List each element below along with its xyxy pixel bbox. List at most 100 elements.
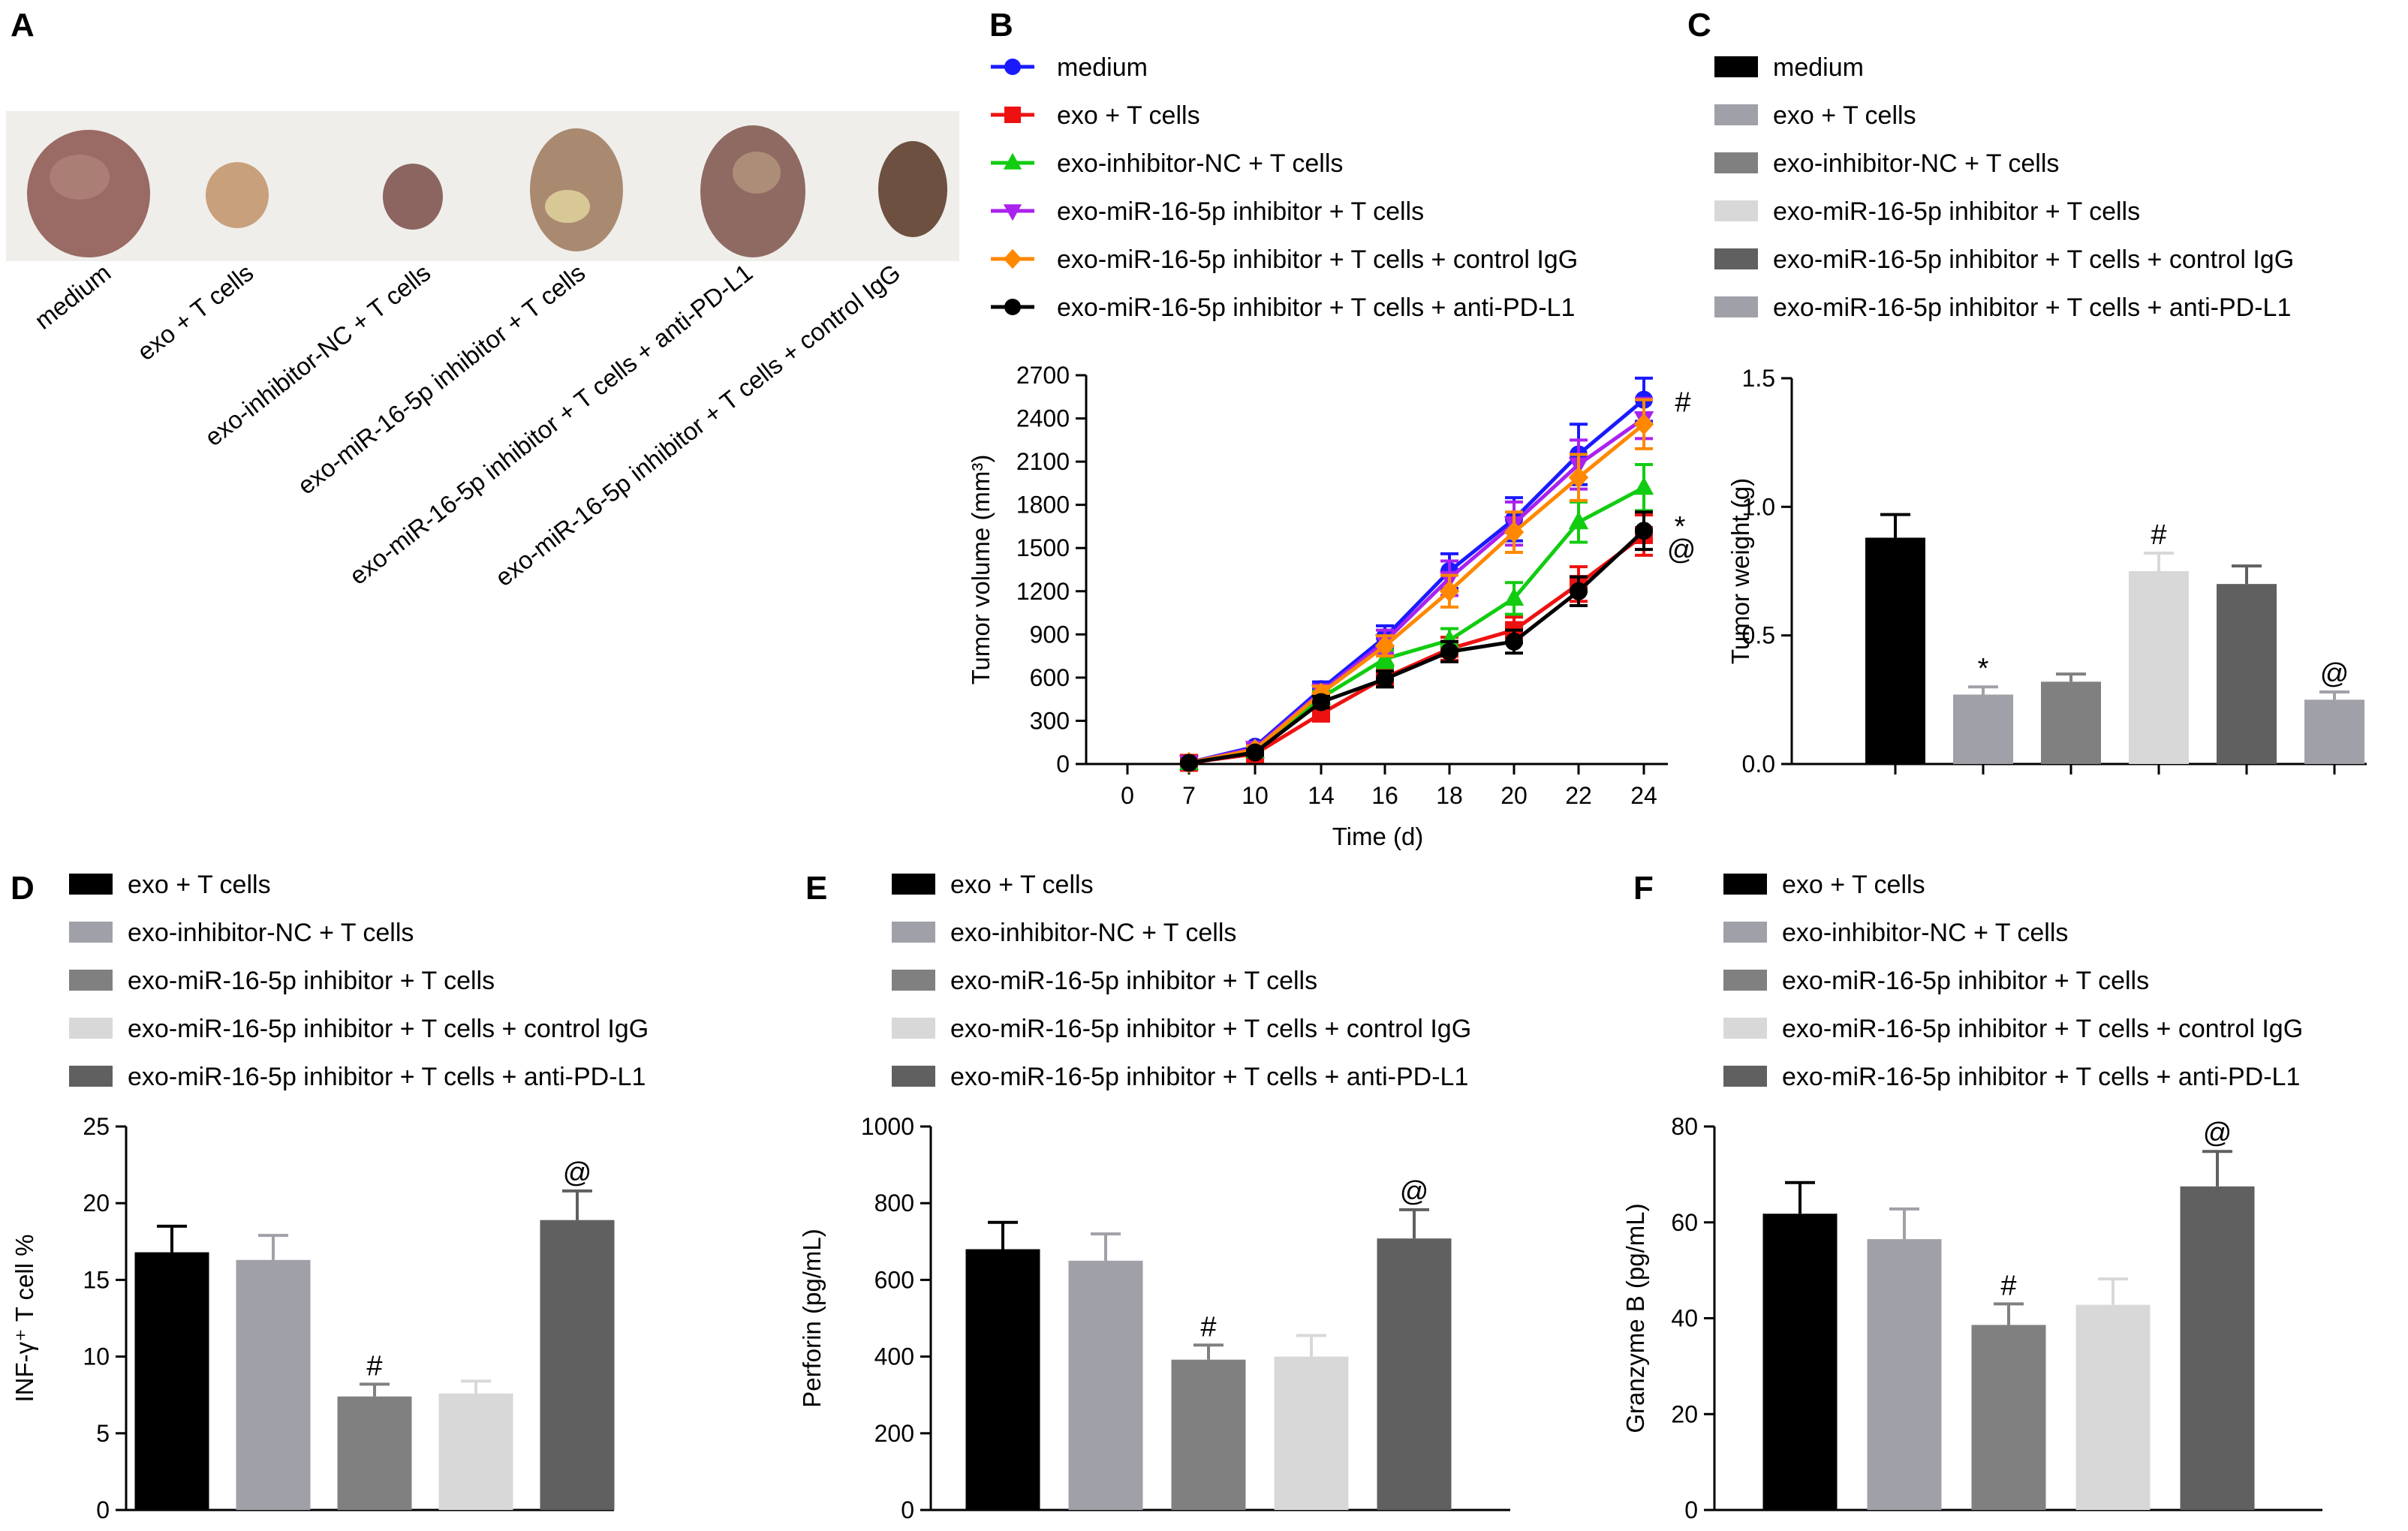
- x-tick-label: 7: [1182, 782, 1196, 809]
- legend-label: exo + T cells: [128, 871, 271, 899]
- y-tick-label: 0: [901, 1496, 914, 1523]
- legend-label: exo + T cells: [1057, 101, 1200, 130]
- tumor-exo-inhibitor: [530, 128, 623, 251]
- bar: [965, 1249, 1040, 1510]
- legend-label: exo-miR-16-5p inhibitor + T cells + anti…: [1773, 293, 2291, 322]
- bar: [540, 1220, 615, 1510]
- y-tick-label: 2400: [1016, 405, 1070, 432]
- legend-swatch: [1714, 56, 1758, 77]
- y-tick-label: 2700: [1016, 362, 1070, 389]
- legend-label: exo-inhibitor-NC + T cells: [128, 919, 414, 947]
- bar: [1762, 1214, 1838, 1510]
- legend-label: exo-miR-16-5p inhibitor + T cells: [950, 967, 1317, 995]
- legend-label: exo-miR-16-5p inhibitor + T cells + anti…: [1057, 293, 1575, 322]
- legend-swatch: [1723, 1018, 1767, 1039]
- data-point: [1570, 582, 1588, 600]
- bar: [134, 1252, 209, 1510]
- legend-swatch: [892, 970, 935, 991]
- y-axis-label: Granzyme B (pg/mL): [1621, 1203, 1649, 1433]
- data-point: [1440, 642, 1458, 661]
- x-tick-label: 18: [1436, 782, 1463, 809]
- y-tick-label: 20: [83, 1190, 110, 1217]
- significance-mark: #: [2000, 1270, 2016, 1301]
- y-tick-label: 25: [83, 1113, 110, 1140]
- legend-swatch: [1714, 152, 1758, 173]
- series-0: [1180, 376, 1653, 772]
- bar: [1971, 1325, 2046, 1510]
- series-1: [1180, 513, 1653, 772]
- granzyme-b-bar-chart: exo + T cells exo-inhibitor-NC + T cells e…: [1621, 871, 2322, 1523]
- y-tick-label: 15: [83, 1266, 110, 1293]
- legend-swatch: [1714, 200, 1758, 221]
- y-tick-label: 1800: [1016, 492, 1070, 519]
- legend-label: exo + T cells: [1782, 871, 1925, 899]
- inf-gamma-bar-chart: exo + T cells exo-inhibitor-NC + T cells e…: [11, 871, 649, 1523]
- y-tick-label: 5: [96, 1420, 110, 1447]
- data-point: [1004, 107, 1021, 123]
- series-line: [1188, 423, 1645, 765]
- legend-label: medium: [1773, 53, 1864, 82]
- y-tick-label: 0.5: [1742, 622, 1775, 649]
- y-axis-label: Tumor volume (mm³): [967, 455, 995, 685]
- bar: [2075, 1304, 2151, 1510]
- legend-label: exo-inhibitor-NC + T cells: [1773, 149, 2059, 178]
- y-tick-label: 600: [1030, 664, 1070, 691]
- panel-label-a: A: [11, 7, 35, 44]
- legend-swatch: [1723, 922, 1767, 943]
- bar: [2180, 1186, 2255, 1510]
- tumor-medium-highlight: [50, 155, 110, 200]
- data-point: [1376, 669, 1394, 688]
- bar: [1068, 1260, 1143, 1510]
- significance-mark: #: [2151, 519, 2166, 551]
- panel-label-f: F: [1633, 870, 1654, 907]
- panel-label-c: C: [1687, 7, 1711, 44]
- tumor-weight-bar-chart: medium exo + T cells exo-inhibitor-NC + T …: [1714, 53, 2367, 778]
- y-tick-label: 800: [874, 1190, 914, 1217]
- y-tick-label: 1200: [1016, 578, 1070, 605]
- bar: [1274, 1356, 1349, 1510]
- legend-label: exo-miR-16-5p inhibitor + T cells + anti…: [128, 1063, 646, 1091]
- series-5: [1180, 510, 1653, 772]
- data-point: [1004, 59, 1021, 75]
- bar: [1953, 694, 2013, 764]
- legend-swatch: [1723, 1066, 1767, 1087]
- tumor-exo-t: [206, 162, 269, 228]
- significance-mark: #: [1200, 1311, 1216, 1343]
- legend-label: exo-miR-16-5p inhibitor + T cells: [128, 967, 495, 995]
- significance-mark: @: [563, 1157, 592, 1189]
- legend-label: exo-inhibitor-NC + T cells: [1057, 149, 1343, 178]
- y-tick-label: 1.5: [1742, 365, 1775, 392]
- significance-mark: @: [2320, 658, 2349, 690]
- legend-swatch: [69, 1018, 113, 1039]
- y-tick-label: 0: [1684, 1496, 1698, 1523]
- x-axis-label: Time (d): [1332, 823, 1424, 850]
- legend-swatch: [1723, 970, 1767, 991]
- legend-swatch: [1714, 248, 1758, 269]
- bar: [1865, 537, 1925, 764]
- panel-label-e: E: [805, 870, 827, 907]
- data-point: [1003, 204, 1022, 221]
- y-tick-label: 400: [874, 1343, 914, 1370]
- legend-label: exo-miR-16-5p inhibitor + T cells + anti…: [1782, 1063, 2300, 1091]
- photo-caption: medium: [29, 258, 116, 334]
- legend-swatch: [892, 874, 935, 895]
- y-tick-label: 20: [1671, 1400, 1698, 1427]
- legend-swatch: [892, 922, 935, 943]
- legend-swatch: [892, 1066, 935, 1087]
- data-point: [1633, 477, 1654, 495]
- data-point: [1568, 511, 1589, 530]
- y-tick-label: 300: [1030, 707, 1070, 734]
- y-tick-label: 60: [1671, 1209, 1698, 1236]
- legend-label: exo + T cells: [950, 871, 1094, 899]
- y-tick-label: 1500: [1016, 534, 1070, 561]
- significance-mark: #: [1675, 387, 1690, 419]
- bar: [1867, 1239, 1942, 1510]
- y-tick-label: 0: [96, 1496, 110, 1523]
- y-tick-label: 1.0: [1742, 493, 1775, 520]
- tumor-exo-inhibitor-highlight: [545, 190, 590, 223]
- legend-label: exo-inhibitor-NC + T cells: [1782, 919, 2068, 947]
- legend-label: exo-miR-16-5p inhibitor + T cells + cont…: [1773, 245, 2294, 274]
- bar: [337, 1396, 412, 1510]
